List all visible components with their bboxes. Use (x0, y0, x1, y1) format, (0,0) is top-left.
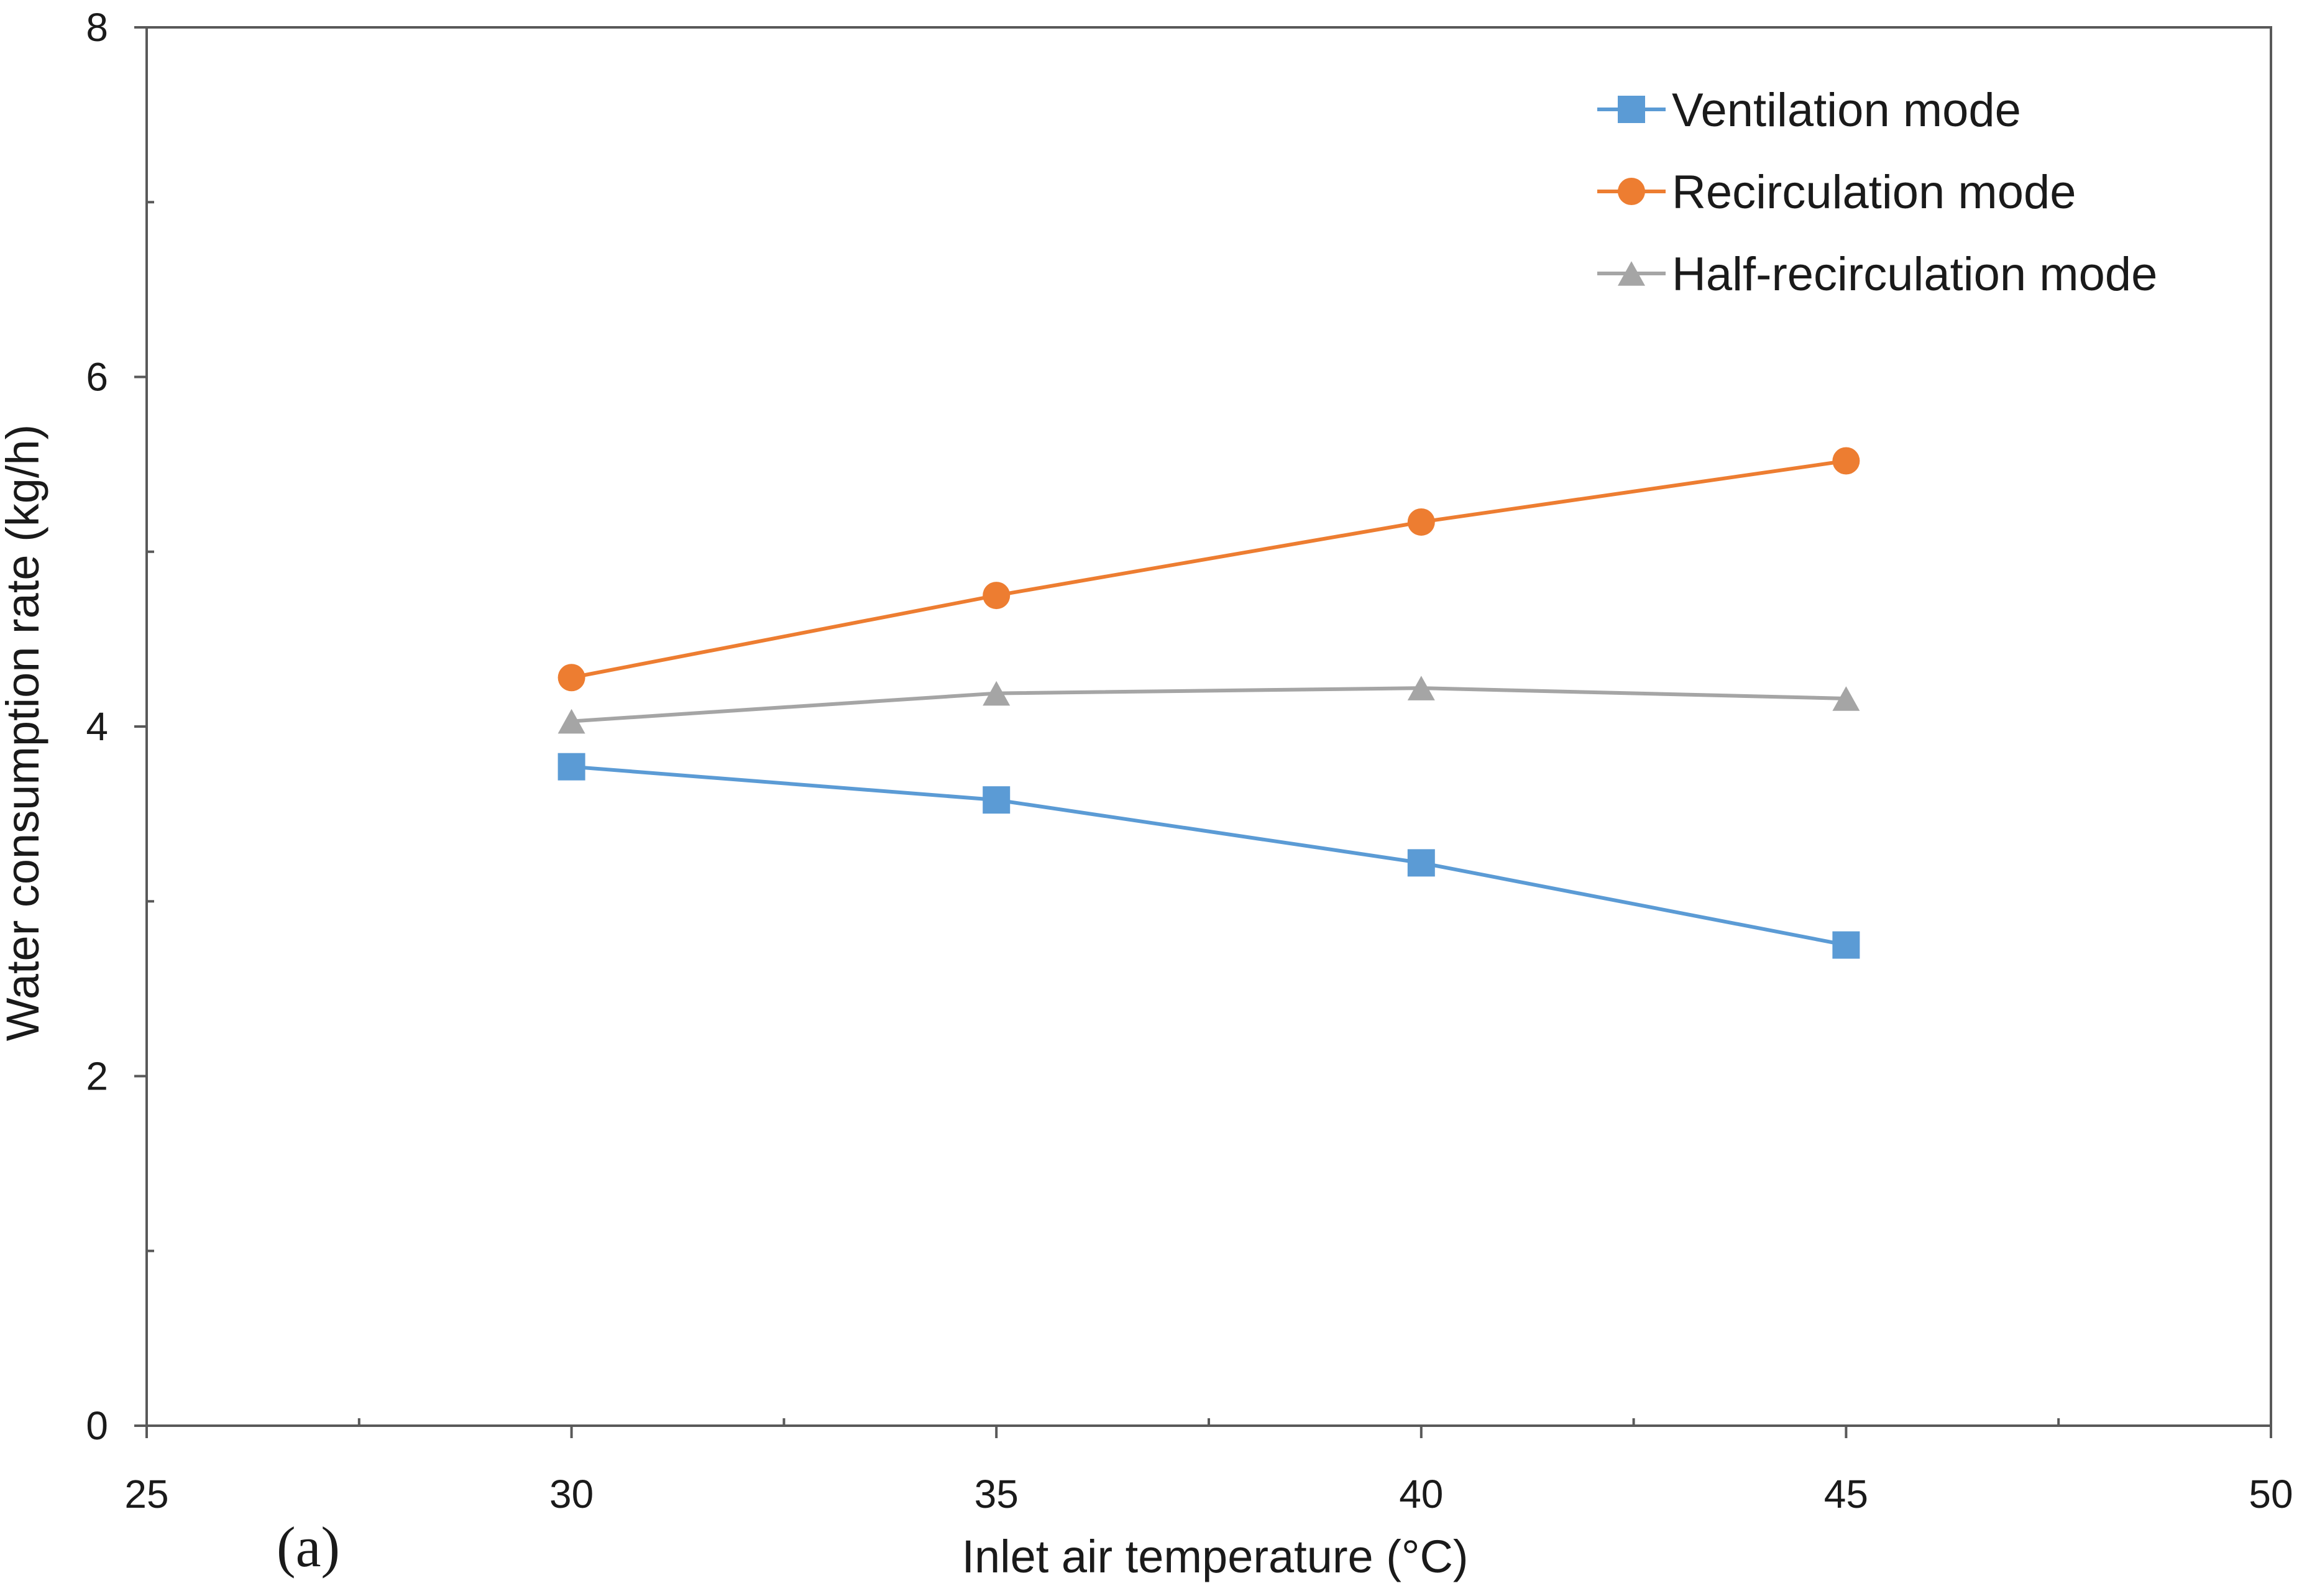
x-tick-label: 40 (1399, 1472, 1443, 1516)
x-tick-label: 45 (1824, 1472, 1868, 1516)
series-line-half-recirculation-mode (571, 686, 1846, 723)
legend-label-half-recirculation-mode: Half-recirculation mode (1672, 248, 2157, 301)
data-point-recirculation-mode (983, 582, 1011, 610)
axis-ticks (134, 26, 2272, 1438)
x-tick-label: 30 (549, 1472, 594, 1516)
legend-label-ventilation-mode: Ventilation mode (1672, 84, 2021, 137)
legend: Ventilation mode Recirculation mode Half-r… (1597, 84, 2157, 301)
data-point-ventilation-mode (1832, 931, 1860, 959)
panel-label: (a) (277, 1515, 340, 1579)
y-axis-label: Water consumption rate (kg/h) (0, 424, 48, 1042)
legend-label-recirculation-mode: Recirculation mode (1672, 166, 2076, 219)
y-tick-label: 2 (86, 1054, 108, 1099)
data-point-ventilation-mode (557, 753, 585, 781)
data-point-ventilation-mode (1407, 849, 1435, 877)
series-markers (557, 447, 1860, 959)
data-point-half-recirculation-mode (983, 681, 1011, 706)
data-point-half-recirculation-mode (1832, 686, 1860, 711)
legend-marker-half-recirculation-mode (1618, 261, 1645, 286)
series-lines (571, 459, 1846, 947)
data-point-ventilation-mode (983, 786, 1011, 814)
x-tick-label: 35 (975, 1472, 1019, 1516)
data-point-recirculation-mode (557, 664, 585, 692)
y-tick-label: 6 (86, 355, 108, 400)
legend-marker-recirculation-mode (1618, 178, 1645, 205)
data-point-half-recirculation-mode (557, 709, 585, 734)
axis-tick-labels: 25 30 35 40 45 50 0 2 4 6 8 (86, 5, 2293, 1516)
data-point-recirculation-mode (1832, 447, 1860, 475)
x-tick-label: 25 (124, 1472, 168, 1516)
data-point-recirculation-mode (1407, 508, 1435, 536)
x-tick-label: 50 (2249, 1472, 2293, 1516)
legend-marker-ventilation-mode (1618, 96, 1645, 123)
x-axis-label: Inlet air temperature (°C) (961, 1531, 1468, 1582)
data-point-half-recirculation-mode (1407, 676, 1435, 700)
series-line-ventilation-mode (571, 764, 1846, 947)
y-tick-label: 8 (86, 5, 108, 50)
y-tick-label: 4 (86, 704, 108, 749)
y-tick-label: 0 (86, 1403, 108, 1448)
series-line-recirculation-mode (571, 459, 1846, 680)
